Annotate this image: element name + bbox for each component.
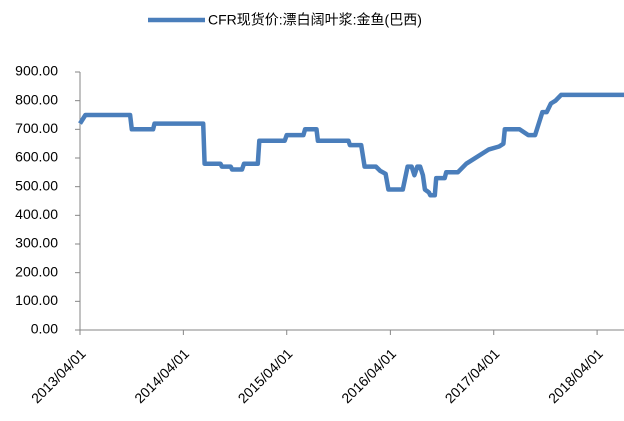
y-tick-label: 100.00 xyxy=(15,292,58,308)
y-tick-label: 200.00 xyxy=(15,263,58,279)
y-tick-label: 800.00 xyxy=(15,91,58,107)
x-tick-label: 2014/04/01 xyxy=(131,345,192,406)
y-tick-label: 700.00 xyxy=(15,120,58,136)
x-tick-label: 2013/04/01 xyxy=(28,345,89,406)
y-tick-label: 0.00 xyxy=(31,321,58,337)
x-tick-label: 2016/04/01 xyxy=(338,345,399,406)
legend-label: CFR现货价:漂白阔叶浆:金鱼(巴西) xyxy=(208,12,422,28)
y-tick-label: 400.00 xyxy=(15,206,58,222)
y-tick-label: 300.00 xyxy=(15,235,58,251)
y-tick-label: 900.00 xyxy=(15,63,58,79)
x-tick-label: 2017/04/01 xyxy=(442,345,503,406)
data-line xyxy=(78,92,624,198)
x-tick-label: 2015/04/01 xyxy=(235,345,296,406)
y-tick-label: 500.00 xyxy=(15,177,58,193)
x-tick-label: 2018/04/01 xyxy=(545,345,606,406)
y-tick-label: 600.00 xyxy=(15,149,58,165)
